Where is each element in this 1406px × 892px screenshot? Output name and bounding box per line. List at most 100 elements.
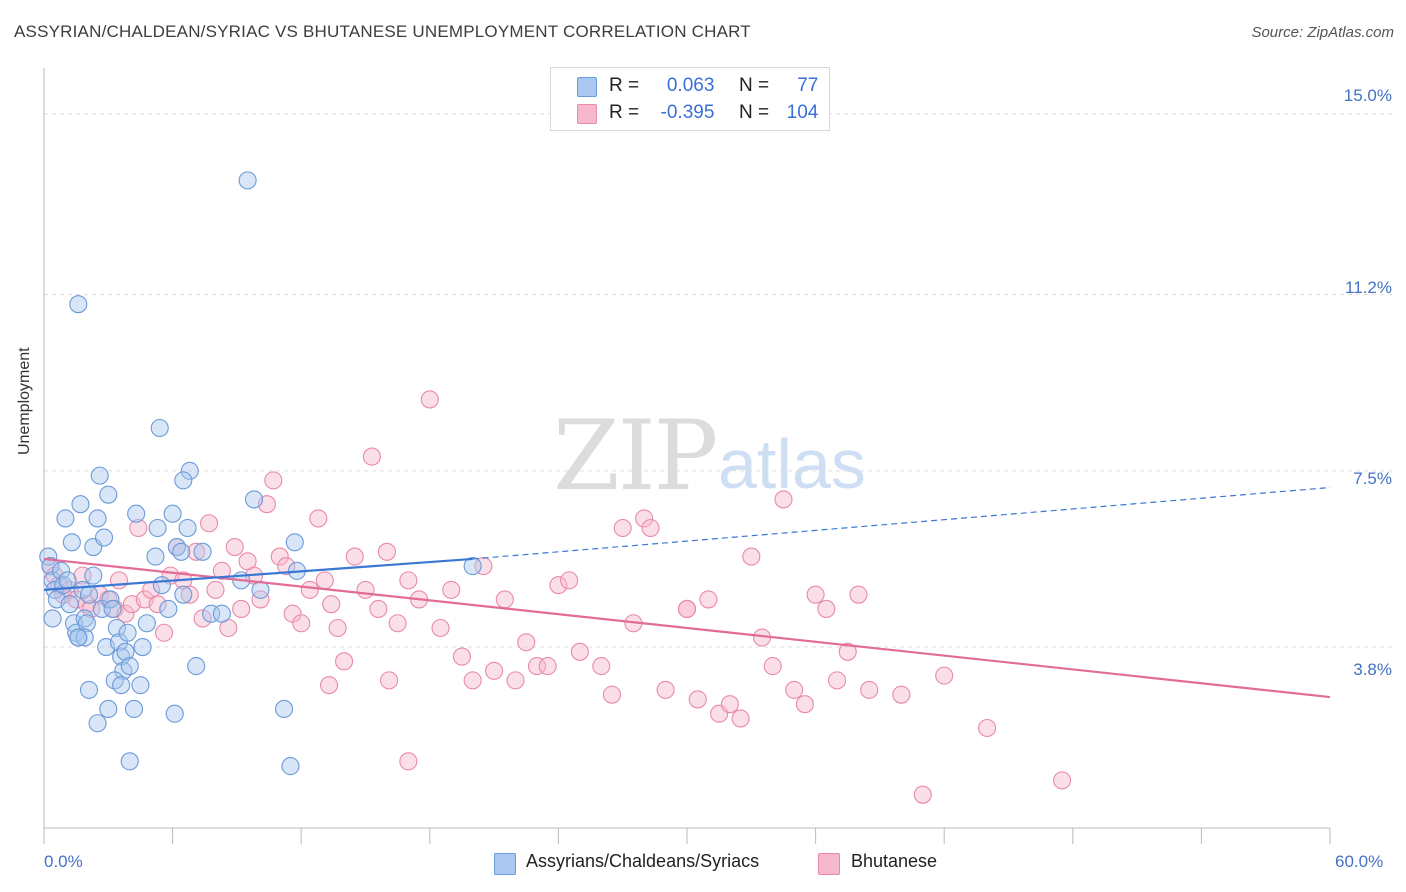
blue-swatch bbox=[577, 77, 597, 97]
assyrian-point bbox=[251, 580, 270, 599]
assyrian-point bbox=[152, 576, 171, 595]
bhutanese-point bbox=[935, 666, 954, 685]
assyrian-point bbox=[79, 680, 99, 699]
y-tick-label: 7.5% bbox=[1353, 469, 1392, 488]
bhutanese-point bbox=[806, 585, 825, 604]
r-label: R = bbox=[609, 75, 640, 96]
y-tick-label: 11.2% bbox=[1345, 278, 1392, 297]
bhutanese-point bbox=[309, 509, 328, 528]
bhutanese-point bbox=[251, 590, 270, 609]
assyrian-point bbox=[107, 618, 126, 638]
assyrian-point bbox=[212, 604, 231, 623]
assyrian-point bbox=[193, 542, 212, 561]
assyrian-point bbox=[180, 461, 199, 480]
bhutanese-point bbox=[206, 580, 225, 599]
bhutanese-point bbox=[506, 671, 525, 690]
bhutanese-point bbox=[795, 695, 814, 714]
bhutanese-points bbox=[41, 390, 1072, 804]
assyrian-point bbox=[120, 752, 139, 771]
assyrian-point bbox=[163, 504, 182, 523]
bhutanese-point bbox=[860, 680, 879, 699]
n-value: 77 bbox=[797, 75, 819, 96]
bhutanese-point bbox=[270, 547, 289, 566]
bhutanese-point bbox=[913, 785, 932, 804]
bhutanese-point bbox=[527, 657, 547, 676]
bhutanese-point bbox=[129, 518, 148, 538]
assyrian-point bbox=[99, 485, 118, 504]
bhutanese-point bbox=[399, 571, 418, 590]
assyrian-point bbox=[133, 637, 152, 657]
bhutanese-point bbox=[328, 618, 347, 638]
y-tick-label: 15.0% bbox=[1343, 86, 1392, 105]
bhutanese-point bbox=[635, 509, 654, 528]
bhutanese-point bbox=[763, 657, 782, 676]
bhutanese-point bbox=[978, 718, 997, 738]
r-value: -0.395 bbox=[660, 102, 715, 123]
assyrian-trend-extension bbox=[472, 486, 1331, 560]
assyrian-point bbox=[79, 585, 99, 604]
x-tick-label: 0.0% bbox=[44, 852, 83, 871]
assyrian-point bbox=[60, 595, 79, 614]
y-tick-label: 3.8% bbox=[1353, 660, 1392, 679]
bhutanese-point bbox=[538, 657, 557, 676]
bhutanese-point bbox=[774, 490, 793, 509]
assyrian-point bbox=[75, 628, 94, 647]
correlation-legend: R = 0.063 N = 77 R = -0.395 N = 104 bbox=[550, 67, 830, 131]
bhutanese-point bbox=[300, 580, 319, 599]
legend-label-bhutanese: Bhutanese bbox=[851, 851, 938, 871]
bhutanese-point bbox=[109, 571, 129, 590]
assyrian-point bbox=[41, 557, 60, 576]
assyrian-point bbox=[146, 547, 165, 566]
assyrian-point bbox=[131, 676, 150, 695]
assyrian-point bbox=[165, 704, 184, 723]
bhutanese-trend-line bbox=[43, 557, 1331, 699]
bhutanese-point bbox=[656, 680, 675, 699]
watermark-zip: ZIP bbox=[553, 400, 718, 512]
assyrian-point bbox=[52, 561, 71, 580]
bhutanese-point bbox=[148, 595, 167, 614]
bhutanese-point bbox=[420, 390, 439, 409]
bhutanese-point bbox=[592, 657, 611, 676]
assyrian-point bbox=[84, 566, 103, 585]
assyrian-point bbox=[69, 295, 88, 314]
assyrian-point bbox=[116, 642, 135, 661]
bhutanese-point bbox=[485, 661, 504, 680]
bhutanese-point bbox=[264, 471, 283, 490]
bhutanese-point bbox=[452, 647, 472, 666]
bhutanese-point bbox=[613, 518, 632, 538]
assyrian-point bbox=[137, 614, 156, 633]
bhutanese-point bbox=[212, 561, 231, 580]
bhutanese-point bbox=[549, 576, 568, 595]
bhutanese-point bbox=[320, 676, 339, 695]
bhutanese-point bbox=[369, 599, 388, 619]
axes bbox=[43, 68, 1331, 844]
r-value: 0.063 bbox=[666, 75, 715, 96]
assyrian-point bbox=[88, 509, 107, 528]
assyrian-point bbox=[118, 623, 137, 642]
chart-title: ASSYRIAN/CHALDEAN/SYRIAC VS BHUTANESE UN… bbox=[14, 22, 751, 41]
assyrian-points bbox=[39, 171, 482, 776]
trend-lines bbox=[43, 486, 1331, 699]
bhutanese-point bbox=[187, 542, 206, 561]
assyrian-point bbox=[112, 676, 131, 695]
assyrian-point bbox=[124, 699, 144, 719]
assyrian-point bbox=[463, 557, 482, 576]
assyrian-point bbox=[56, 509, 75, 528]
bhutanese-point bbox=[442, 580, 461, 599]
assyrian-point bbox=[202, 604, 221, 623]
bhutanese-point bbox=[399, 752, 418, 771]
bhutanese-point bbox=[180, 585, 199, 604]
pink-swatch bbox=[577, 104, 597, 124]
bhutanese-point bbox=[817, 599, 836, 619]
bhutanese-point bbox=[699, 590, 718, 609]
bhutanese-point bbox=[849, 585, 868, 604]
assyrian-point bbox=[148, 518, 167, 538]
bhutanese-point bbox=[315, 571, 334, 590]
bhutanese-point bbox=[322, 595, 341, 614]
assyrian-point bbox=[281, 757, 300, 776]
bhutanese-point bbox=[463, 671, 482, 690]
bhutanese-point bbox=[345, 547, 364, 566]
legend-swatch-assyrian bbox=[494, 853, 516, 875]
assyrian-point bbox=[103, 599, 122, 619]
bhutanese-point bbox=[388, 614, 407, 633]
